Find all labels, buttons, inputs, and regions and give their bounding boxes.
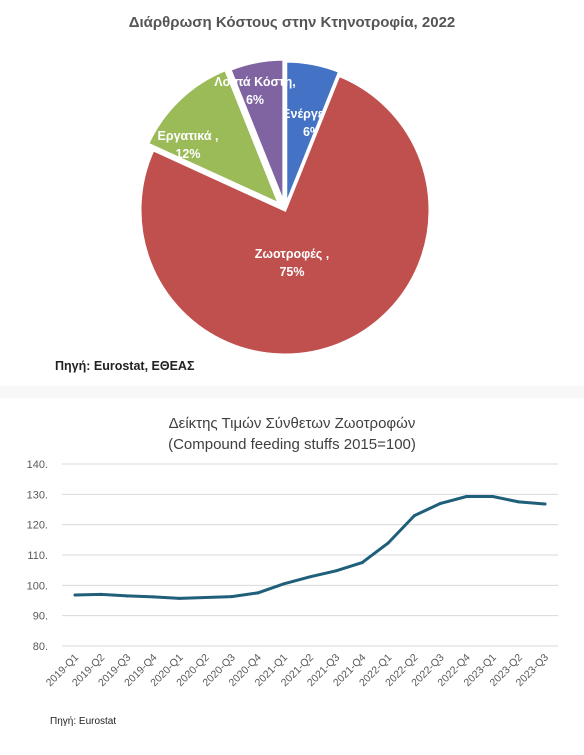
data-point [439,501,443,505]
y-tick-label: 120. [27,520,48,532]
data-point [256,591,260,595]
line-source-note: Πηγή: Eurostat [50,716,117,727]
feed-price-index-panel: Δείκτης Τιμών Σύνθετων Ζωοτροφών (Compou… [0,398,584,755]
data-point [230,595,234,599]
data-point [125,594,129,598]
y-tick-label: 130. [27,489,48,501]
data-point [334,569,338,573]
data-point [465,494,469,498]
pie-slice [145,67,283,208]
y-tick-label: 110. [27,550,48,562]
data-point [308,575,312,579]
pie-slice-label: Εργατικά , [158,129,219,143]
pie-source-note: Πηγή: Eurostat, ΕΘΕΑΣ [55,359,195,373]
pie-chart-title: Διάρθρωση Κόστους στην Κτηνοτροφία, 2022 [128,14,456,31]
y-tick-label: 90. [33,611,48,623]
pie-slice-value: 6% [246,93,264,107]
y-tick-label: 140. [27,459,48,471]
pie-slice-label: Λοιπά Κόστη, [214,75,295,89]
price-index-line [73,495,547,600]
data-point [177,596,181,600]
data-point [517,500,521,504]
data-point [204,595,208,599]
line-chart-subtitle: (Compound feeding stuffs 2015=100) [168,436,416,453]
data-point [491,494,495,498]
line-chart-title: Δείκτης Τιμών Σύνθετων Ζωοτροφών [168,415,416,432]
y-tick-label: 100. [27,580,48,592]
y-tick-label: 80. [33,641,48,653]
data-point [360,561,364,565]
pie-chart: Ενέργεια ,6%Ζωοτροφές ,75%Εργατικά ,12%Λ… [138,57,432,357]
pie-slice-value: 75% [279,265,304,279]
pie-slice [284,59,342,207]
cost-structure-panel: Διάρθρωση Κόστους στην Κτηνοτροφία, 2022… [55,14,456,373]
data-point [386,541,390,545]
data-point [99,592,103,596]
data-point [412,514,416,518]
line-chart: 140.130.120.110.100.90.80.2019-Q12019-Q2… [27,459,558,689]
data-point [151,595,155,599]
panel-divider [0,386,584,398]
pie-slice [138,73,432,357]
pie-slice-value: 12% [175,147,200,161]
pie-slice-label: Ζωοτροφές , [255,247,329,261]
data-point [543,502,547,506]
data-point [73,593,77,597]
pie-slice [228,57,286,205]
data-point [282,582,286,586]
